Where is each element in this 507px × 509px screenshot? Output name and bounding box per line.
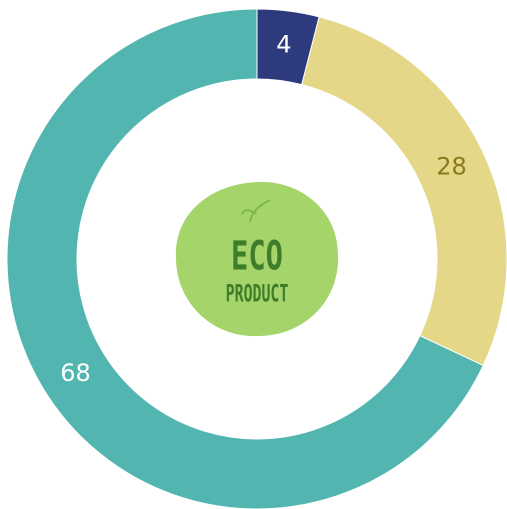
donut-slice xyxy=(301,16,507,367)
logo-subtitle: PRODUCT xyxy=(226,279,289,308)
donut-slice xyxy=(6,8,484,509)
data-label: 4 xyxy=(276,31,291,59)
logo: ECO PRODUCT xyxy=(175,181,339,337)
data-label: 28 xyxy=(436,152,467,180)
logo-title: ECO xyxy=(231,234,283,280)
logo-badge xyxy=(175,181,339,337)
logo-leaf xyxy=(241,199,271,223)
data-label: 68 xyxy=(60,359,91,387)
